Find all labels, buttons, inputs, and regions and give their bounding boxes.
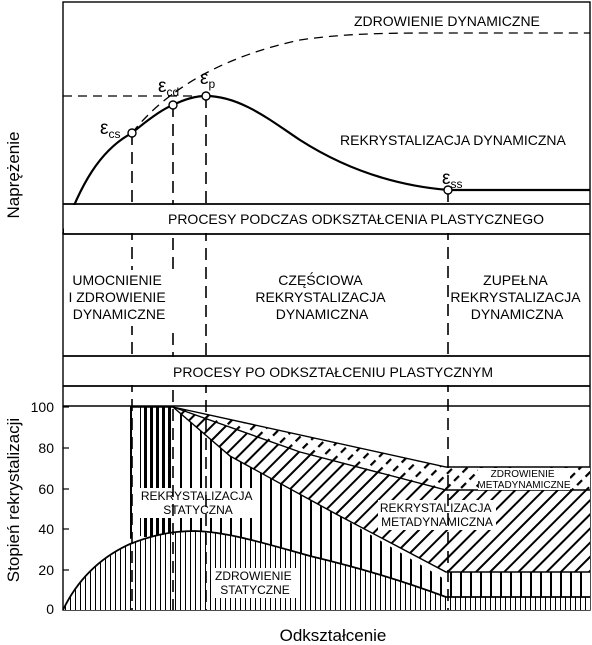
x-axis-title: Odkształcenie [280,626,387,645]
label-eps-cd: εcd [158,76,179,99]
point-eps-cd [168,100,178,110]
region-static-recovery [63,531,590,610]
tick-label-20: 20 [38,562,54,578]
region-metadynamic-recrystallization [173,407,590,572]
tick-label-0: 0 [46,601,54,617]
tick-label-100: 100 [31,399,55,415]
label-eps-p: εp [200,68,215,91]
point-eps-ss [443,185,453,195]
label-static-recrystallization: REKRYSTALIZACJA STATYCZNA [141,489,255,517]
label-metadynamic-recovery: ZDROWIENIE METADYNAMICZNE [477,469,570,491]
point-eps-cs [127,128,137,138]
tick-label-80: 80 [38,440,54,456]
region-right-static-strip [446,572,590,597]
label-static-recovery: ZDROWIENIE STATYCZNE [215,569,295,597]
stress-strain-curve [61,94,590,235]
label-partial-dynamic-recrystallization: CZĘŚCIOWA REKRYSTALIZACJA DYNAMICZNA [255,271,388,322]
label-metadynamic-recrystallization: REKRYSTALIZACJA METADYNAMICZNA [380,501,494,529]
label-hardening: UMOCNIENIE I ZDROWIENIE DYNAMICZNE [68,272,169,322]
label-dynamic-recovery: ZDROWIENIE DYNAMICZNE [354,13,540,29]
region-static-recrystallization [130,407,446,597]
label-eps-cs: εcs [100,118,120,141]
stress-strain-panel [61,32,590,610]
label-processes-during: PROCESY PODCZAS ODKSZTAŁCENIA PLASTYCZNE… [168,211,544,227]
label-processes-after: PROCESY PO ODKSZTAŁCENIU PLASTYCZNYM [173,364,493,380]
label-full-dynamic-recrystallization: ZUPEŁNA REKRYSTALIZACJA DYNAMICZNA [450,272,583,322]
top-y-axis-title: Naprężenie [4,132,23,219]
label-dynamic-recrystallization: REKRYSTALIZACJA DYNAMICZNA [340,132,567,148]
y-axis-ticks: 100 80 60 40 20 0 [31,399,69,617]
tick-label-60: 60 [38,481,54,497]
label-eps-ss: εss [442,168,462,191]
tick-label-40: 40 [38,521,54,537]
bottom-y-axis-title: Stopień rekrystalizacji [4,418,23,582]
point-eps-p [201,91,211,101]
